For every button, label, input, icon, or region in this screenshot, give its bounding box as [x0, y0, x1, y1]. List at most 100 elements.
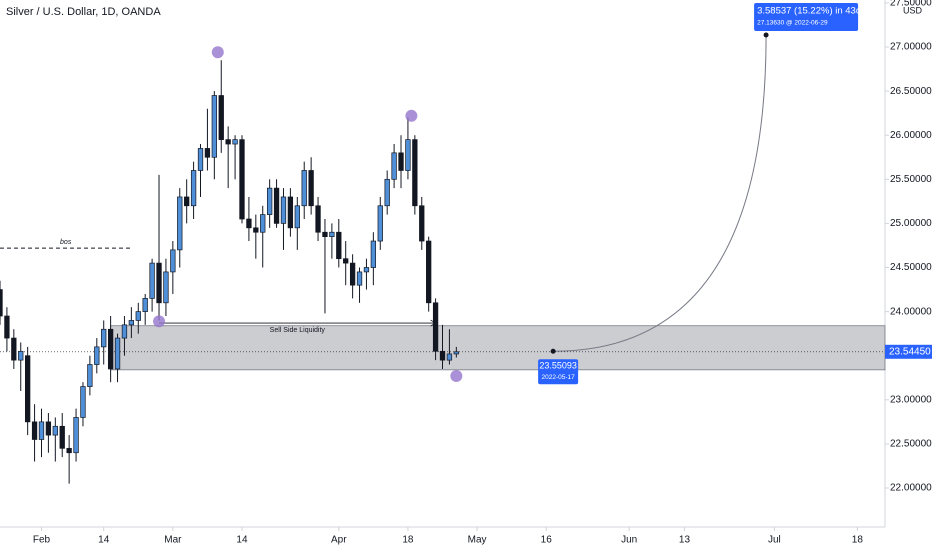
candle-body: [59, 425, 65, 449]
candle-body: [156, 262, 162, 304]
candle-body: [412, 139, 418, 207]
currency: USD: [903, 5, 923, 15]
candle-body: [38, 421, 45, 440]
x-tick-label: 18: [402, 535, 414, 546]
x-tick-label: Apr: [331, 535, 347, 546]
last-price-box: [885, 344, 932, 359]
pivot-circle: [450, 370, 463, 383]
projection-start: [550, 348, 556, 354]
candle-body: [273, 187, 280, 224]
y-tick-label: 24.00000: [890, 306, 932, 317]
candle-body: [384, 178, 390, 207]
y-tick-label: 22.00000: [890, 483, 932, 494]
candle-body: [287, 196, 294, 229]
candle-body: [87, 364, 93, 387]
candle-body: [391, 152, 397, 180]
start-date: 2022-05-17: [542, 374, 576, 381]
candle-body: [73, 417, 79, 454]
candle-body: [107, 328, 114, 370]
candle-body: [246, 218, 252, 229]
plot: bos Sell Side Liquidity 23.55093 2022-05-17…: [0, 3, 886, 484]
candle-body: [308, 170, 314, 207]
x-tick-label: 13: [679, 535, 691, 546]
bos-label: bos: [60, 239, 72, 246]
candle-body: [446, 353, 453, 361]
end-label: 27.13630 @ 2022-06-29: [757, 20, 828, 27]
pivot-circle: [405, 109, 418, 122]
candle-body: [343, 258, 349, 264]
candle-body: [66, 447, 72, 454]
x-tick-label: 16: [541, 535, 553, 546]
pivot-circle: [153, 315, 166, 328]
candle-body: [426, 240, 432, 304]
projection-end: [763, 32, 769, 38]
candle-body: [135, 311, 141, 321]
candle-body: [190, 170, 197, 207]
candle-body: [11, 337, 17, 361]
x-tick-label: 18: [852, 535, 864, 546]
candle-body: [419, 205, 425, 242]
end-label-box: [754, 3, 859, 31]
projection-curve: [553, 34, 767, 352]
candle-body: [101, 328, 107, 348]
start-price: 23.55093: [539, 361, 577, 371]
change-label: 3.58537 (15.22%) in 43d: [757, 6, 861, 17]
candle-body: [25, 355, 31, 423]
pivot-circle: [211, 46, 224, 59]
candle-body: [52, 425, 58, 436]
candle-body: [232, 139, 238, 145]
candle-body: [280, 196, 287, 224]
candle-body: [301, 170, 307, 207]
y-tick-label: 25.00000: [890, 218, 932, 229]
candle-body: [170, 249, 176, 273]
candle-body: [356, 271, 363, 286]
candle-body: [260, 214, 266, 233]
start-label-box: [538, 359, 579, 385]
x-tick-label: Feb: [33, 535, 51, 546]
y-tick-label: 25.50000: [890, 174, 932, 185]
candle-body: [114, 337, 121, 370]
candle-body: [31, 421, 38, 440]
candle-body: [204, 148, 211, 158]
candle-body: [253, 227, 259, 233]
candle-body: [377, 205, 383, 242]
candle-body: [128, 320, 135, 326]
candle-body: [197, 148, 204, 171]
x-tick-label: Jul: [768, 535, 781, 546]
y-tick-label: 26.50000: [890, 86, 932, 97]
candle-body: [0, 289, 3, 317]
candle-body: [239, 139, 245, 220]
candle-body: [80, 386, 86, 418]
y-tick-label: 27.00000: [890, 42, 932, 53]
candle-body: [432, 302, 439, 352]
candle-body: [329, 231, 335, 237]
chart-title: Silver / U.S. Dollar, 1D, OANDA: [6, 6, 161, 18]
y-tick-label: 23.00000: [890, 394, 932, 405]
y-tick-label: 26.00000: [890, 130, 932, 141]
candle-body: [45, 421, 52, 436]
y-tick-label: 22.50000: [890, 439, 932, 450]
candle-body: [336, 231, 342, 260]
zone: [110, 325, 886, 371]
candle-body: [121, 324, 128, 339]
x-tick-label: 14: [236, 535, 248, 546]
candle-body: [18, 350, 24, 361]
candle-body: [370, 240, 377, 268]
candle-body: [398, 152, 404, 171]
x-tick-label: 14: [98, 535, 110, 546]
candle-body: [439, 350, 446, 361]
candle-body: [142, 298, 148, 312]
candle-body: [177, 196, 183, 251]
candle-body: [453, 351, 459, 355]
candle-body: [294, 205, 300, 229]
candle-body: [4, 315, 10, 339]
x-tick-label: Mar: [164, 535, 182, 546]
candle-body: [211, 95, 217, 158]
candle-body: [363, 267, 370, 273]
candle-body: [163, 271, 169, 304]
candle-body: [405, 139, 411, 171]
x-tick-label: May: [468, 535, 487, 546]
candle-body: [322, 231, 328, 237]
